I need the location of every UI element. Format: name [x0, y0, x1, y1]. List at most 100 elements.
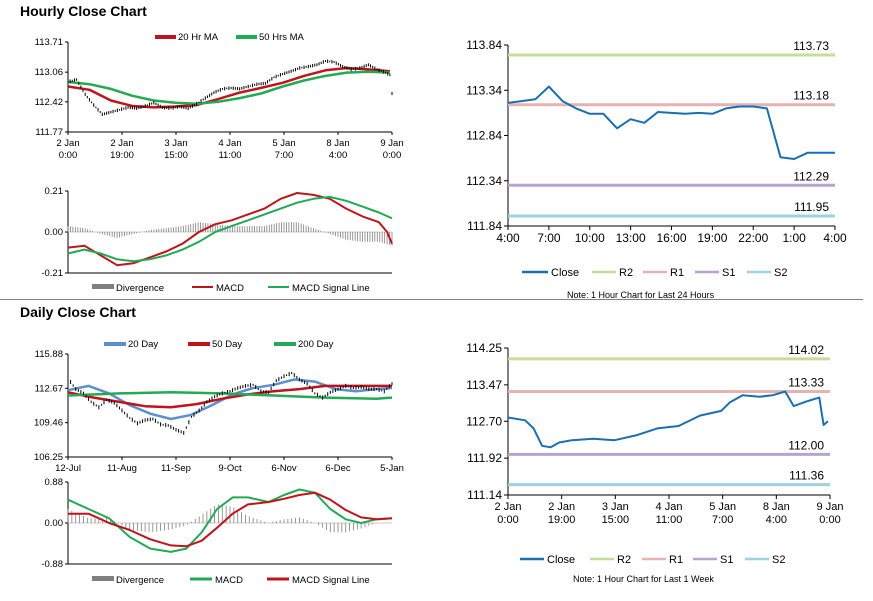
hourly_levels-level-label-s1: 112.29 — [793, 169, 829, 183]
hourly_levels-x-tick-label: 7:00 — [537, 231, 561, 245]
hourly_price-x-tick-sublabel: 19:00 — [110, 150, 134, 161]
daily_price-x-tick-label: 11-Sep — [161, 463, 191, 474]
daily_levels-x-tick-sublabel: 19:00 — [548, 514, 576, 526]
daily_levels-level-label-s2: 111.36 — [789, 469, 824, 483]
hourly_price-x-tick-label: 2 Jan — [56, 138, 79, 149]
daily-levels-chart: Close R2 R1 S1 S2 Note: 1 Hour Chart for… — [466, 341, 844, 584]
daily_price-series-200-day — [67, 391, 393, 400]
legend-label-macd: MACD — [216, 283, 244, 294]
daily_price-x-tick-label: 11-Aug — [107, 463, 137, 474]
daily_price-x-tick-label: 5-Jan — [380, 463, 404, 474]
legend-label-20-day: 20 Day — [128, 339, 158, 350]
daily-section-title: Daily Close Chart — [20, 304, 136, 320]
hourly_macd-y-tick-label: -0.21 — [41, 268, 63, 279]
legend-label-divergence: Divergence — [116, 283, 164, 294]
hourly_price-x-tick-label: 2 Jan — [110, 138, 133, 149]
hourly_price-x-tick-sublabel: 4:00 — [329, 150, 348, 161]
daily_levels-x-tick-sublabel: 15:00 — [602, 514, 630, 526]
daily_levels-series-close — [507, 390, 829, 449]
daily_price-x-tick-label: 9-Oct — [218, 463, 242, 474]
daily-macd-legend: Divergence MACD MACD Signal Line — [92, 575, 370, 586]
daily-price-legend: 20 Day 50 Day 200 Day — [104, 339, 334, 350]
hourly_price-x-tick-sublabel: 7:00 — [275, 150, 294, 161]
hourly_price-y-tick-label: 113.71 — [35, 37, 63, 48]
daily-macd-chart: Divergence MACD MACD Signal Line 0.88 0.0… — [41, 477, 393, 586]
legend-label-r2: R2 — [617, 554, 631, 566]
hourly_macd-y-tick-label: 0.00 — [45, 227, 64, 238]
hourly_price-price-bars — [67, 59, 393, 117]
daily_levels-y-tick-label: 111.92 — [467, 451, 502, 465]
daily_macd-series-macd-signal-line — [68, 491, 393, 548]
legend-label-r1: R1 — [669, 554, 683, 566]
daily_price-y-tick-label: 109.46 — [34, 418, 63, 429]
legend-label-r2: R2 — [619, 267, 633, 279]
hourly_price-x-tick-sublabel: 0:00 — [383, 150, 402, 161]
daily_price-x-tick-label: 6-Nov — [271, 463, 297, 474]
daily_price-series-50-day — [67, 384, 392, 409]
daily-levels-note: Note: 1 Hour Chart for Last 1 Week — [573, 574, 714, 584]
daily_levels-x-tick-sublabel: 11:00 — [656, 514, 683, 526]
legend-label-s1: S1 — [722, 267, 735, 279]
daily_levels-x-tick-sublabel: 0:00 — [497, 514, 518, 526]
hourly_levels-x-tick-label: 19:00 — [697, 231, 727, 245]
daily_levels-x-tick-label: 2 Jan — [495, 501, 522, 513]
daily-price-chart: 20 Day 50 Day 200 Day 115.88 112.67 109.46… — [34, 339, 404, 474]
legend-label-s2: S2 — [772, 554, 785, 566]
hourly_levels-y-tick-label: 113.34 — [466, 83, 502, 97]
hourly-macd-chart: Divergence MACD MACD Signal Line 0.21 0.0… — [41, 186, 393, 294]
hourly_macd-series-macd-signal-line — [67, 195, 393, 263]
daily_levels-x-tick-label: 2 Jan — [548, 501, 575, 513]
hourly_price-x-tick-label: 3 Jan — [164, 138, 187, 149]
daily_levels-y-tick-label: 113.47 — [466, 378, 502, 392]
hourly_levels-y-tick-label: 112.34 — [466, 174, 502, 188]
daily_levels-x-tick-label: 4 Jan — [656, 501, 683, 513]
hourly-macd-legend: Divergence MACD MACD Signal Line — [92, 283, 370, 294]
hourly_levels-level-label-r2: 113.73 — [793, 39, 829, 53]
legend-label-s2: S2 — [774, 267, 787, 279]
legend-swatch-divergence — [92, 284, 114, 289]
hourly_macd-y-tick-label: 0.21 — [45, 186, 64, 197]
hourly_levels-x-tick-label: 16:00 — [656, 231, 686, 245]
daily_levels-y-tick-label: 112.70 — [466, 414, 502, 428]
legend-swatch-divergence — [92, 576, 114, 581]
hourly_price-x-tick-sublabel: 15:00 — [164, 150, 188, 161]
hourly_levels-x-tick-label: 22:00 — [738, 231, 768, 245]
hourly_levels-y-tick-label: 112.84 — [466, 129, 502, 143]
hourly_levels-series-close — [507, 85, 835, 160]
hourly-levels-chart: Close R2 R1 S1 S2 Note: 1 Hour Chart for… — [466, 38, 847, 300]
legend-label-macd: MACD — [215, 575, 243, 586]
legend-label-macd-signal: MACD Signal Line — [292, 283, 370, 294]
hourly-price-legend: 20 Hr MA 50 Hrs MA — [155, 32, 305, 43]
legend-label-close: Close — [547, 554, 575, 566]
daily_price-x-tick-label: 12-Jul — [55, 463, 81, 474]
legend-label-200-day: 200 Day — [298, 339, 334, 350]
hourly_price-series-50-hrs-ma — [67, 70, 390, 105]
legend-label-s1: S1 — [720, 554, 733, 566]
hourly-section-title: Hourly Close Chart — [20, 3, 147, 19]
daily_levels-level-label-r1: 113.33 — [788, 375, 824, 389]
hourly_price-x-tick-sublabel: 0:00 — [59, 150, 78, 161]
daily_price-y-tick-label: 112.67 — [35, 383, 63, 394]
legend-label-divergence: Divergence — [116, 575, 164, 586]
hourly_macd-divergence-bars — [67, 222, 393, 246]
hourly_levels-level-label-s2: 111.95 — [794, 200, 829, 214]
hourly_price-y-tick-label: 112.42 — [35, 97, 63, 108]
daily_macd-y-tick-label: 0.00 — [45, 518, 64, 529]
daily_levels-x-tick-label: 3 Jan — [602, 501, 629, 513]
hourly_levels-y-tick-label: 111.84 — [467, 219, 502, 233]
legend-label-macd-signal: MACD Signal Line — [292, 575, 370, 586]
hourly_levels-x-tick-label: 10:00 — [575, 231, 605, 245]
hourly_price-x-tick-label: 9 Jan — [380, 138, 403, 149]
daily_levels-x-tick-sublabel: 7:00 — [712, 514, 733, 526]
hourly_price-x-tick-label: 4 Jan — [218, 138, 241, 149]
daily_levels-x-tick-label: 8 Jan — [763, 501, 790, 513]
daily_price-y-tick-label: 106.25 — [34, 452, 63, 463]
daily_price-price-bars — [67, 371, 393, 435]
daily_levels-x-tick-label: 9 Jan — [817, 501, 844, 513]
legend-label-20hr-ma: 20 Hr MA — [178, 32, 219, 43]
legend-label-close: Close — [551, 267, 579, 279]
daily_levels-x-tick-sublabel: 4:00 — [766, 514, 787, 526]
hourly_macd-series-macd — [67, 192, 393, 267]
hourly_levels-y-tick-label: 113.84 — [466, 38, 502, 52]
daily-levels-legend: Close R2 R1 S1 S2 — [520, 554, 785, 566]
